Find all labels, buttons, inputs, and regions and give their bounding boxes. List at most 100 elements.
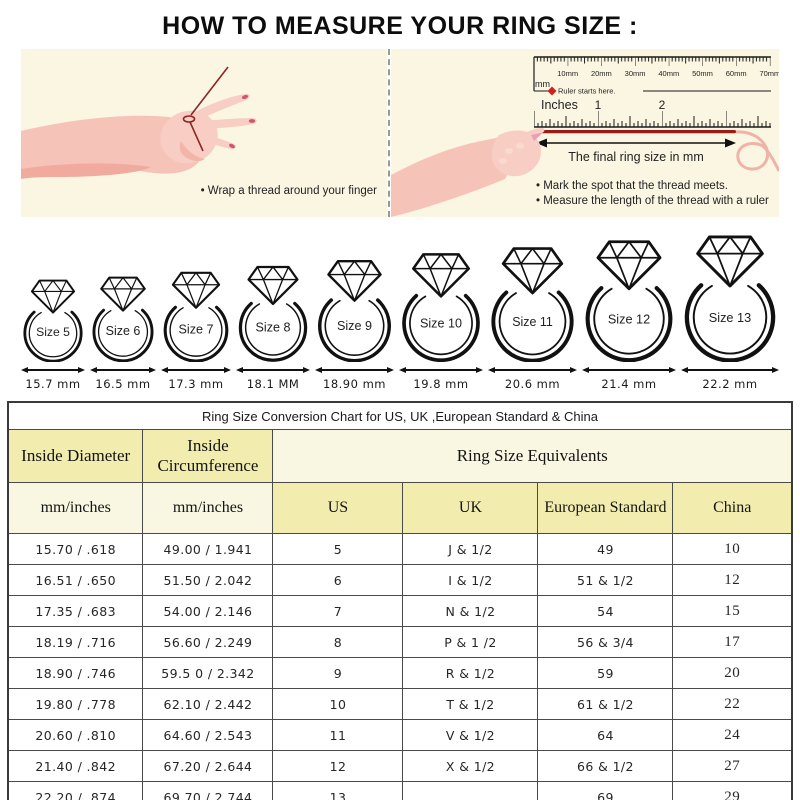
thread-instruction: • Wrap a thread around your finger [200, 185, 377, 197]
table-cell: 27 [672, 750, 793, 782]
ring-icon: Size 8 [238, 265, 308, 362]
mm-unit-label: mm [535, 79, 550, 89]
ring-size-guide: Size 5 15.7 mm Size 6 16.5 mm Size 7 17.… [0, 227, 800, 391]
ruler-instructions: • Mark the spot that the thread meets. •… [536, 179, 769, 209]
table-cell: P & 1 /2 [402, 626, 539, 658]
table-cell: 20.60 / .810 [7, 719, 144, 751]
table-cell: 7 [272, 595, 404, 627]
table-cell: 18.90 / .746 [7, 657, 144, 689]
table-cell: __ [402, 781, 539, 800]
inches-label: Inches [541, 98, 578, 112]
table-cell: 22 [672, 688, 793, 720]
ring-item: Size 10 19.8 mm [399, 251, 483, 391]
table-cell: 59 [537, 657, 674, 689]
ruler-illustration: 10mm 20mm 30mm 40mm 50mm 60mm 70mm mm Ru… [391, 56, 779, 217]
table-row: 15.70 / .618 49.00 / 1.941 5 J & 1/2 49 … [7, 533, 793, 565]
ruler-start-label: Ruler starts here. [558, 87, 616, 96]
header-ring-size-equivalents: Ring Size Equivalents [272, 429, 793, 483]
ring-item: Size 6 16.5 mm [90, 275, 156, 391]
table-cell: 21.40 / .842 [7, 750, 144, 782]
ring-label: Size 6 [106, 324, 141, 338]
table-row: 17.35 / .683 54.00 / 2.146 7 N & 1/2 54 … [7, 595, 793, 627]
table-row: 21.40 / .842 67.20 / 2.644 12 X & 1/2 66… [7, 750, 793, 782]
diameter-arrow [582, 366, 676, 374]
final-size-arrow [536, 138, 736, 148]
table-caption: Ring Size Conversion Chart for US, UK ,E… [7, 401, 793, 430]
table-cell: 10 [672, 533, 793, 565]
ring-item: Size 5 15.7 mm [21, 278, 85, 391]
instruction-panels: • Wrap a thread around your finger [0, 49, 800, 217]
diameter-arrow [90, 366, 156, 374]
ring-diameter-label: 18.90 mm [323, 377, 386, 391]
table-cell: 15 [672, 595, 793, 627]
ring-label: Size 8 [256, 321, 291, 335]
table-cell: 5 [272, 533, 404, 565]
table-row: 18.90 / .746 59.5 0 / 2.342 9 R & 1/2 59… [7, 657, 793, 689]
table-row: 16.51 / .650 51.50 / 2.042 6 I & 1/2 51 … [7, 564, 793, 596]
table-cell: 22.20 / .874 [7, 781, 144, 800]
ring-icon: Size 10 [402, 252, 480, 362]
table-cell: 56.60 / 2.249 [142, 626, 274, 658]
page-title: HOW TO MEASURE YOUR RING SIZE : [162, 12, 638, 40]
mm-scale-labels: 10mm 20mm 30mm 40mm 50mm 60mm 70mm [557, 69, 779, 78]
ruler-instruction-1: • Mark the spot that the thread meets. [536, 180, 728, 192]
fingernail [248, 119, 256, 123]
ruler: 10mm 20mm 30mm 40mm 50mm 60mm 70mm mm Ru… [533, 56, 779, 128]
subheader-circumference-units: mm/inches [142, 482, 274, 534]
svg-text:30mm: 30mm [625, 69, 646, 78]
ring-label: Size 13 [709, 310, 751, 325]
table-cell: 20 [672, 657, 793, 689]
table-cell: 56 & 3/4 [537, 626, 674, 658]
ring-item: Size 12 21.4 mm [582, 238, 676, 391]
ring-item: Size 11 20.6 mm [488, 245, 577, 391]
table-cell: I & 1/2 [402, 564, 539, 596]
ruler-instruction-2: • Measure the length of the thread with … [536, 195, 769, 207]
ring-icon: Size 5 [23, 278, 83, 362]
table-row: 19.80 / .778 62.10 / 2.442 10 T & 1/2 61… [7, 688, 793, 720]
panel-divider [388, 49, 390, 217]
table-cell: 51 & 1/2 [537, 564, 674, 596]
table-cell: 59.5 0 / 2.342 [142, 657, 274, 689]
table-cell: 62.10 / 2.442 [142, 688, 274, 720]
table-cell: 29 [672, 781, 793, 800]
table-cell: 67.20 / 2.644 [142, 750, 274, 782]
fingernail [241, 94, 249, 100]
ring-item: Size 13 22.2 mm [681, 233, 779, 391]
table-cell: 69.70 / 2.744 [142, 781, 274, 800]
ring-item: Size 9 18.90 mm [315, 258, 394, 391]
table-cell: T & 1/2 [402, 688, 539, 720]
table-cell: 54 [537, 595, 674, 627]
hand-thread-illustration [21, 66, 257, 179]
ring-label: Size 9 [337, 319, 372, 333]
table-cell: 17 [672, 626, 793, 658]
ring-icon: Size 13 [681, 233, 779, 362]
fingernail [531, 132, 543, 141]
ring-label: Size 10 [420, 317, 462, 331]
ring-diameter-label: 15.7 mm [25, 377, 81, 391]
table-row: 22.20 / .874 69.70 / 2.744 13 __ 69 29 [7, 781, 793, 800]
svg-text:50mm: 50mm [692, 69, 713, 78]
subheader-us: US [272, 482, 404, 534]
svg-text:60mm: 60mm [726, 69, 747, 78]
ring-diameter-label: 21.4 mm [601, 377, 657, 391]
ring-icon: Size 7 [163, 270, 229, 362]
svg-text:70mm: 70mm [759, 69, 779, 78]
table-cell: 6 [272, 564, 404, 596]
table-caption-row: Ring Size Conversion Chart for US, UK ,E… [7, 401, 793, 430]
subheader-uk: UK [402, 482, 539, 534]
ring-item: Size 7 17.3 mm [161, 270, 231, 391]
table-cell: 11 [272, 719, 404, 751]
ring-icon: Size 6 [92, 276, 154, 362]
table-row: 20.60 / .810 64.60 / 2.543 11 V & 1/2 64… [7, 719, 793, 751]
table-cell: 19.80 / .778 [7, 688, 144, 720]
diameter-arrow [236, 366, 310, 374]
diameter-arrow [21, 366, 85, 374]
table-cell: 18.19 / .716 [7, 626, 144, 658]
ring-diameter-label: 16.5 mm [95, 377, 151, 391]
ring-diameter-label: 20.6 mm [504, 377, 561, 391]
table-cell: 16.51 / .650 [7, 564, 144, 596]
ring-diameter-label: 17.3 mm [168, 377, 224, 391]
svg-text:40mm: 40mm [658, 69, 679, 78]
table-cell: N & 1/2 [402, 595, 539, 627]
